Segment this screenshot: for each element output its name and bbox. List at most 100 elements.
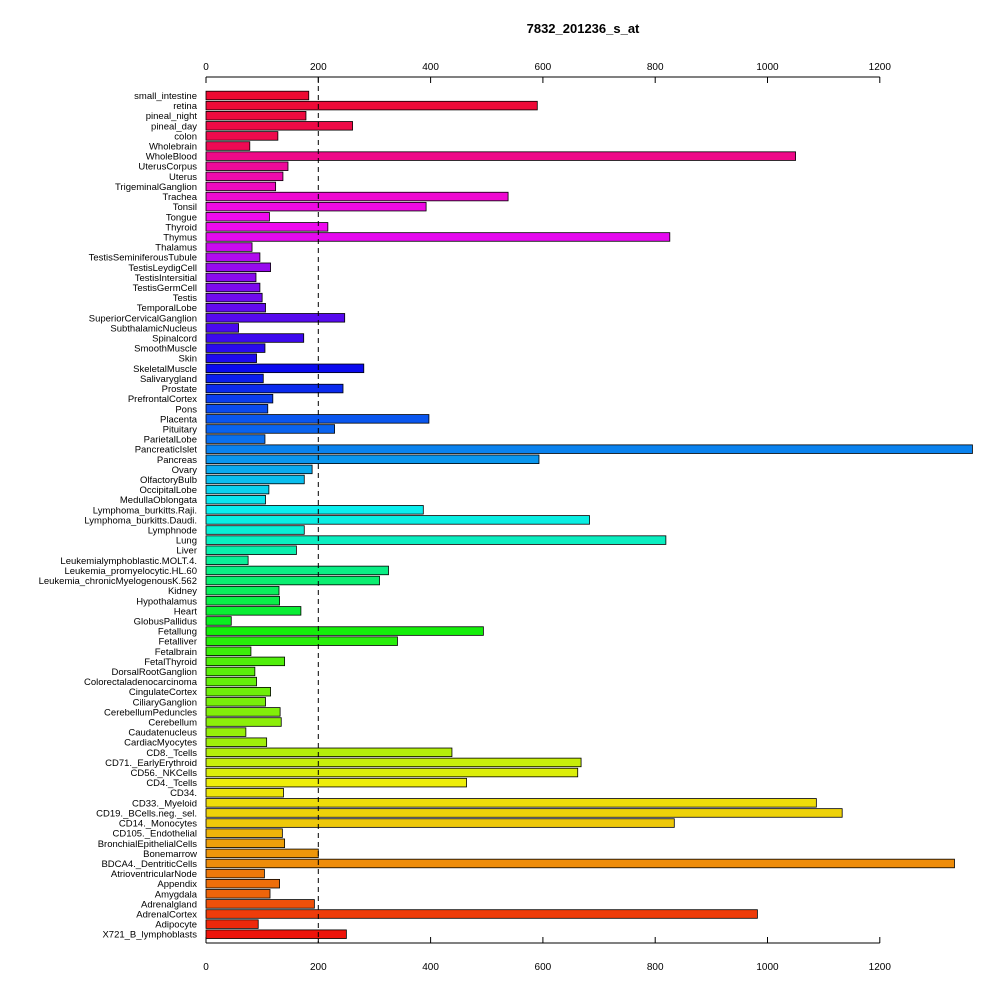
category-label: ParietalLobe [144, 435, 197, 446]
bar [205, 666, 256, 677]
bar [205, 686, 271, 697]
bar [205, 717, 282, 727]
bar [205, 606, 302, 616]
bar [205, 676, 257, 687]
bar [205, 727, 247, 737]
category-label: GlobusPallidus [134, 616, 198, 627]
category-label: SkeletalMuscle [133, 364, 197, 375]
category-label: TestisGermCell [133, 283, 197, 294]
bar [205, 353, 257, 363]
bar [205, 818, 675, 828]
category-label: Uterus [169, 172, 197, 183]
category-label: Cerebellum [148, 718, 197, 729]
bar [205, 798, 817, 808]
bar [205, 464, 313, 475]
bar [205, 828, 283, 838]
bar [205, 555, 249, 566]
bar [205, 535, 667, 545]
x-tick-label-bottom: 400 [422, 962, 439, 973]
category-label: CardiacMyocytes [124, 738, 197, 749]
category-label: TestisSeminiferousTubule [89, 253, 197, 264]
category-label: CiliaryGanglion [133, 697, 197, 708]
bar [205, 494, 266, 505]
category-label: SmoothMuscle [134, 344, 197, 355]
category-label: BronchialEpithelialCells [98, 839, 198, 850]
category-label: CD4._Tcells [146, 778, 197, 789]
bar [205, 596, 280, 606]
category-label: CD33._Myeloid [132, 798, 197, 809]
x-tick-label-top: 400 [422, 62, 439, 73]
chart-title: 7832_201236_s_at [526, 21, 640, 36]
category-label: Bonemarrow [143, 849, 197, 860]
bar [205, 121, 353, 131]
x-tick-label-top: 200 [310, 62, 327, 73]
category-label: pineal_day [151, 121, 197, 132]
bar [205, 212, 270, 222]
x-tick-label-top: 0 [203, 62, 209, 73]
bar [205, 616, 232, 626]
x-tick-label-top: 600 [535, 62, 552, 73]
category-label: TemporalLobe [137, 303, 197, 314]
bar [205, 889, 271, 899]
bar [205, 919, 259, 929]
bar [205, 100, 538, 111]
category-label: Tongue [166, 212, 197, 223]
category-label: TrigeminalGanglion [115, 182, 197, 193]
bar [205, 585, 280, 596]
category-label: Fetallung [158, 627, 197, 638]
category-label: FetalThyroid [144, 657, 197, 668]
category-label: Salivarygland [140, 374, 197, 385]
category-label: Amygdala [155, 889, 198, 900]
category-label: Placenta [160, 414, 198, 425]
category-label: Liver [176, 546, 197, 557]
category-label: CingulateCortex [129, 687, 197, 698]
category-label: Heart [174, 606, 198, 617]
x-axis-bottom: 0 200 400 600 800 1000 1200 [203, 937, 891, 973]
bar [205, 232, 671, 242]
bar [205, 868, 265, 879]
bar [205, 222, 329, 232]
bar [205, 838, 286, 848]
category-label: CerebellumPeduncles [104, 707, 197, 718]
category-label: CD105._Endothelial [112, 829, 197, 840]
category-label: Tonsil [173, 202, 197, 213]
bar [205, 767, 579, 778]
bar [205, 697, 266, 707]
bar [205, 878, 280, 889]
category-label: Lymphnode [148, 526, 197, 537]
category-label: Leukemialymphoblastic.MOLT.4. [60, 556, 197, 567]
bar [205, 626, 484, 636]
bar [205, 808, 843, 818]
bar [205, 262, 271, 272]
bar [205, 636, 398, 646]
category-label: retina [173, 101, 197, 112]
bar [205, 474, 305, 485]
bar [205, 484, 270, 495]
bar [205, 899, 315, 909]
x-tick-label-top: 1000 [756, 62, 779, 73]
category-label: CD19._BCells.neg._sel. [96, 808, 197, 819]
category-label: Colorectaladenocarcinoma [84, 677, 198, 688]
bar [205, 848, 319, 859]
bars-group [205, 90, 973, 939]
bar [205, 303, 266, 313]
bar [205, 131, 279, 141]
bar [205, 151, 796, 161]
bar [205, 757, 582, 768]
category-label: Pancreas [157, 455, 197, 466]
bar [205, 656, 286, 667]
bar [205, 393, 274, 404]
bar [205, 525, 305, 535]
category-label: OlfactoryBulb [140, 475, 197, 486]
bar [205, 242, 253, 252]
bar [205, 363, 365, 374]
bar [205, 777, 467, 788]
category-label: SuperiorCervicalGanglion [89, 313, 197, 324]
category-label: CD71._EarlyErythroid [105, 758, 197, 769]
category-label: Trachea [163, 192, 198, 203]
category-label: Lymphoma_burkitts.Raji. [93, 505, 197, 516]
category-label: small_intestine [134, 91, 197, 102]
category-label: Adipocyte [155, 920, 197, 931]
category-label: Wholebrain [149, 142, 197, 153]
